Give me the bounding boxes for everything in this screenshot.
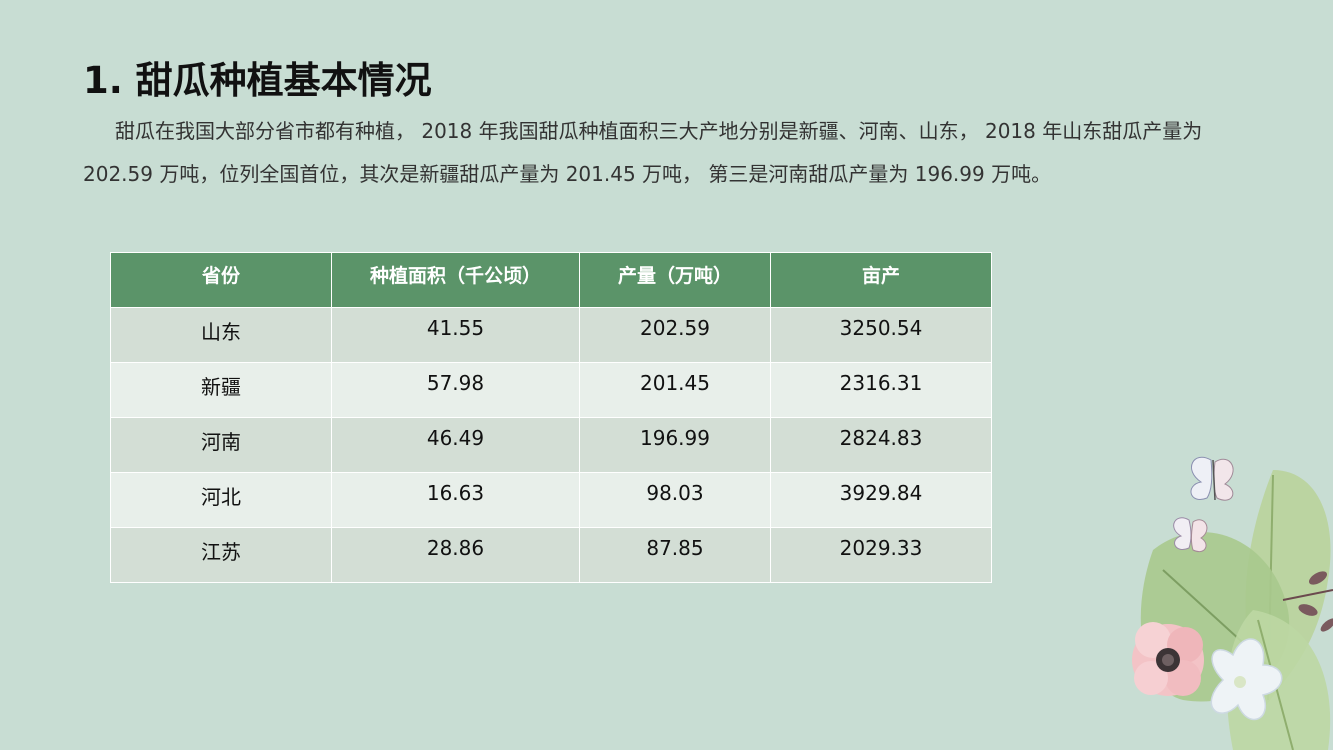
cell-area: 28.86	[331, 527, 580, 583]
cell-output: 87.85	[579, 527, 771, 583]
cell-yield: 2029.33	[770, 527, 992, 583]
intro-paragraph: 甜瓜在我国大部分省市都有种植， 2018 年我国甜瓜种植面积三大产地分别是新疆、…	[83, 119, 1203, 186]
header-area: 种植面积（千公顷）	[331, 252, 580, 308]
cell-area: 16.63	[331, 472, 580, 528]
cell-province: 河南	[110, 417, 332, 473]
cell-output: 201.45	[579, 362, 771, 418]
cell-province: 江苏	[110, 527, 332, 583]
table-row: 河南 46.49 196.99 2824.83	[110, 417, 992, 473]
cell-output: 202.59	[579, 307, 771, 363]
table-row: 山东 41.55 202.59 3250.54	[110, 307, 992, 363]
cell-province: 山东	[110, 307, 332, 363]
table-row: 新疆 57.98 201.45 2316.31	[110, 362, 992, 418]
cell-province: 新疆	[110, 362, 332, 418]
cell-output: 98.03	[579, 472, 771, 528]
cell-output: 196.99	[579, 417, 771, 473]
table-row: 江苏 28.86 87.85 2029.33	[110, 527, 992, 583]
header-output: 产量（万吨）	[579, 252, 771, 308]
cell-area: 41.55	[331, 307, 580, 363]
floral-decoration-icon	[1132, 456, 1333, 750]
cell-province: 河北	[110, 472, 332, 528]
cell-yield: 3929.84	[770, 472, 992, 528]
table-header-row: 省份 种植面积（千公顷） 产量（万吨） 亩产	[110, 252, 992, 308]
slide-title: 1. 甜瓜种植基本情况	[83, 59, 432, 102]
header-yield: 亩产	[770, 252, 992, 308]
cell-yield: 2316.31	[770, 362, 992, 418]
cell-area: 57.98	[331, 362, 580, 418]
cell-yield: 2824.83	[770, 417, 992, 473]
cell-yield: 3250.54	[770, 307, 992, 363]
header-province: 省份	[110, 252, 332, 308]
melon-production-table: 省份 种植面积（千公顷） 产量（万吨） 亩产 山东 41.55 202.59 3…	[110, 252, 992, 583]
table-row: 河北 16.63 98.03 3929.84	[110, 472, 992, 528]
cell-area: 46.49	[331, 417, 580, 473]
